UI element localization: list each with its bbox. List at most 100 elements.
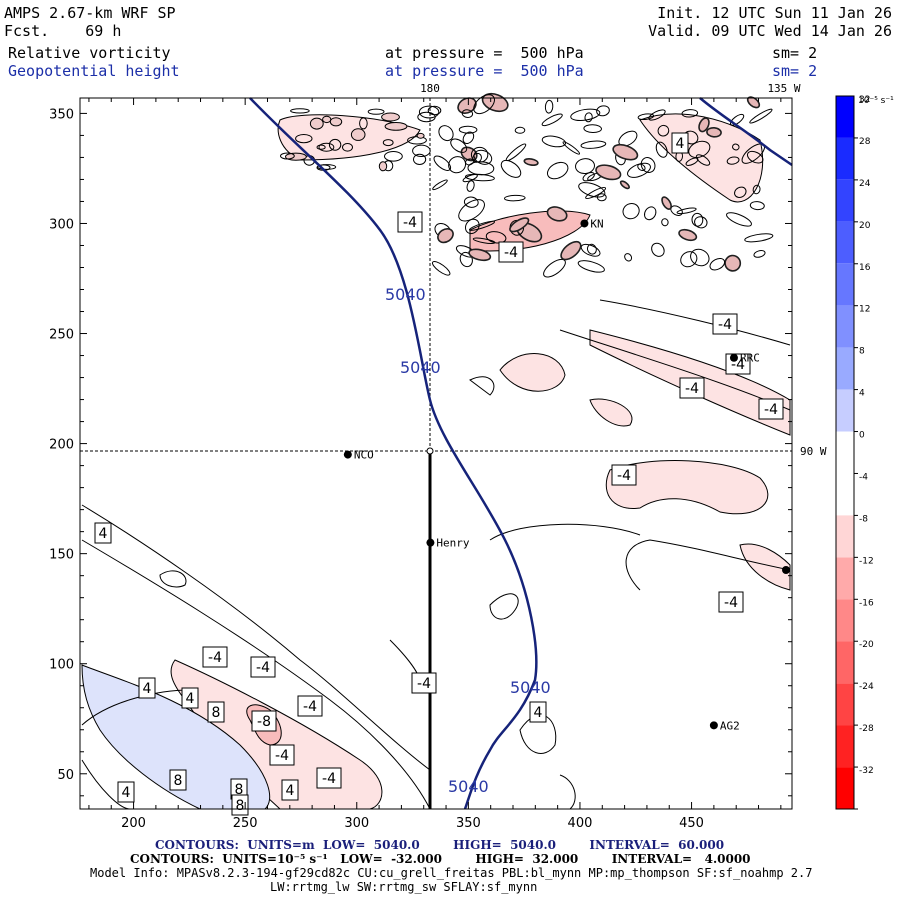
- small-vorticity-contour: [468, 220, 496, 231]
- small-vorticity-contour: [473, 149, 493, 165]
- small-vorticity-contour: [734, 186, 747, 198]
- vorticity-contour-label: 4: [186, 691, 195, 707]
- vorticity-label-box: [94, 522, 112, 544]
- colorbar-swatch: [836, 96, 854, 138]
- vorticity-contour-label: -4: [685, 381, 699, 397]
- vorticity-contour-label: -4: [322, 771, 336, 787]
- colorbar-frame: [835, 95, 855, 810]
- small-vorticity-contour: [651, 242, 665, 257]
- small-vorticity-contour: [417, 111, 436, 123]
- x-tick-label: 200: [121, 816, 146, 831]
- pressure-level-height: at pressure = 500 hPa: [385, 62, 584, 80]
- small-vorticity-contour: [316, 144, 326, 150]
- vorticity-contour-13: [489, 523, 641, 541]
- height-contour-label: 5040: [448, 777, 489, 796]
- small-vorticity-contour: [504, 194, 526, 202]
- small-vorticity-contour: [637, 113, 655, 121]
- small-vorticity-contour: [661, 218, 669, 227]
- small-vorticity-contour: [744, 233, 774, 243]
- colorbar-label: 24: [859, 179, 871, 189]
- small-vorticity-contour: [381, 112, 400, 122]
- colorbar-swatch: [836, 221, 854, 264]
- vorticity-region-7: [589, 398, 633, 427]
- model-title: AMPS 2.67-km WRF SP: [4, 4, 176, 22]
- small-vorticity-contour: [295, 134, 313, 144]
- vorticity-contour-label: -4: [617, 468, 631, 484]
- small-vorticity-contour: [691, 212, 704, 227]
- small-vorticity-contour: [752, 184, 761, 195]
- vorticity-label-box: [117, 781, 135, 803]
- small-vorticity-contour: [509, 217, 530, 233]
- small-vorticity-contour: [416, 132, 425, 139]
- colorbar: 32 28 24 20 16 12 8 4 0 -4 -8 -12 -16 -20 -24 -28 -32 10⁻…: [835, 95, 894, 810]
- vorticity-label-box: [181, 687, 199, 709]
- small-vorticity-contour: [746, 96, 761, 109]
- colorbar-label: -28: [859, 724, 874, 734]
- small-vorticity-contour: [458, 125, 478, 134]
- vorticity-region-5: [605, 460, 769, 515]
- vorticity-label-box: [411, 672, 437, 694]
- small-vorticity-contour: [637, 163, 646, 172]
- height-contour-label: 5040: [510, 678, 551, 697]
- height-contour-5040: [249, 97, 538, 810]
- height-contour-5040-ne: [699, 97, 793, 167]
- small-vorticity-contour: [655, 141, 668, 158]
- vorticity-contour-label: 8: [212, 705, 221, 721]
- colorbar-swatch: [836, 557, 854, 600]
- vorticity-label-box: [611, 464, 637, 486]
- height-contour-label: 5040: [385, 285, 426, 304]
- vorticity-contour-label: -4: [303, 699, 317, 715]
- small-vorticity-contour: [595, 164, 622, 181]
- station-ag2-marker: [709, 721, 718, 730]
- vorticity-label-box: [671, 132, 689, 154]
- small-vorticity-contour: [359, 117, 368, 130]
- small-vorticity-contour: [676, 207, 697, 215]
- station-kn-label: KN: [590, 217, 603, 230]
- vorticity-contour-2: [81, 689, 191, 726]
- small-vorticity-contour: [657, 124, 670, 137]
- vorticity-contour-label: -4: [403, 215, 417, 231]
- small-vorticity-contour: [622, 202, 640, 220]
- small-vorticity-contour: [437, 227, 454, 244]
- vorticity-label-box: [231, 794, 249, 816]
- model-info: Model Info: MPASv8.2.3-194-gf29cd82c CU:…: [90, 866, 813, 880]
- small-vorticity-contour: [729, 113, 745, 126]
- station-edge-marker: [782, 566, 790, 574]
- colorbar-label: -32: [859, 766, 874, 776]
- small-vorticity-contour: [432, 179, 448, 191]
- small-vorticity-contour: [367, 108, 385, 115]
- small-vorticity-contour: [318, 142, 335, 152]
- small-vorticity-contour: [698, 117, 710, 133]
- small-vorticity-contour: [596, 105, 610, 117]
- small-vorticity-contour: [468, 248, 492, 262]
- colorbar-label: -4: [859, 472, 868, 482]
- small-vorticity-contour: [463, 196, 479, 208]
- small-vorticity-contour: [619, 180, 630, 190]
- vorticity-contour-info: CONTOURS: UNITS=10⁻⁵ s⁻¹ LOW= -32.000 HI…: [130, 852, 751, 866]
- vorticity-label-box: [202, 646, 228, 668]
- colorbar-label: -12: [859, 556, 874, 566]
- small-vorticity-contour: [431, 261, 451, 276]
- small-vorticity-contour: [709, 257, 726, 271]
- small-vorticity-contour: [575, 158, 595, 175]
- small-vorticity-contour: [706, 126, 722, 138]
- small-vorticity-contour: [466, 180, 475, 192]
- colorbar-units: 10⁻⁵ s⁻¹: [858, 96, 894, 106]
- vorticity-contour-label: -4: [256, 660, 270, 676]
- small-vorticity-contour: [328, 138, 342, 151]
- valid-time: Valid. 09 UTC Wed 14 Jan 26: [648, 22, 892, 40]
- station-kn-marker: [580, 219, 589, 228]
- colorbar-swatch: [836, 263, 854, 306]
- small-vorticity-contour: [541, 113, 563, 127]
- small-vorticity-contour: [586, 243, 597, 255]
- vorticity-contour-7: [625, 539, 791, 591]
- vorticity-label-box: [679, 377, 705, 399]
- station-rrc-label: RRC: [740, 352, 760, 365]
- small-vorticity-contour: [749, 201, 765, 211]
- small-vorticity-contour: [458, 199, 485, 222]
- colorbar-swatch: [836, 179, 854, 222]
- small-vorticity-contour: [290, 108, 310, 114]
- colorbar-label: 4: [859, 389, 865, 399]
- small-vorticity-contour: [329, 117, 343, 127]
- small-vorticity-contour: [577, 260, 605, 273]
